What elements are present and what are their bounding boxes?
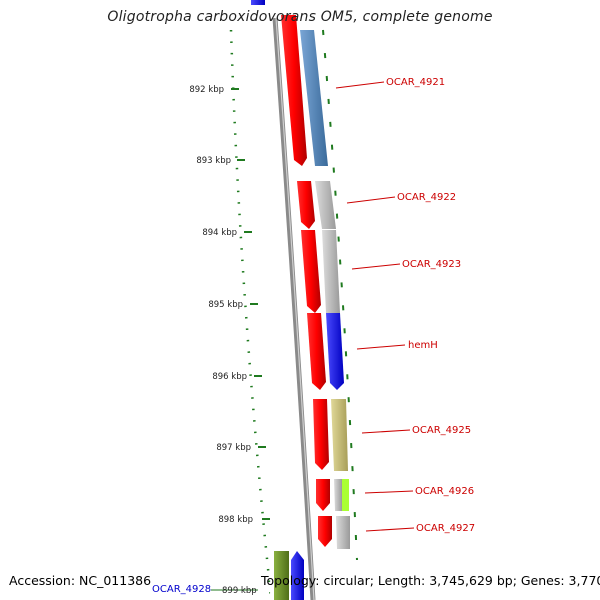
ruler-label: 892 kbp bbox=[189, 85, 224, 95]
ruler-label: 896 kbp bbox=[212, 372, 247, 382]
cds-arrow-4925 bbox=[313, 399, 329, 470]
ruler-label: 895 kbp bbox=[208, 300, 243, 310]
leader-line bbox=[346, 196, 396, 204]
gene-label-OCAR_4928[interactable]: OCAR_4928 bbox=[152, 584, 211, 595]
accession-text: Accession: NC_011386 bbox=[9, 573, 152, 588]
cog-arrow-4922 bbox=[315, 181, 336, 229]
gene-label-OCAR_4922[interactable]: OCAR_4922 bbox=[397, 192, 456, 203]
gene-label-hemH[interactable]: hemH bbox=[408, 340, 438, 351]
leader-lines bbox=[335, 81, 415, 532]
gene-label-OCAR_4925[interactable]: OCAR_4925 bbox=[412, 425, 471, 436]
cds-arrow-4921 bbox=[281, 15, 307, 166]
cog-arrow-hemH bbox=[326, 313, 344, 390]
cds-arrow-hemH bbox=[307, 313, 326, 390]
gene-label-OCAR_4921[interactable]: OCAR_4921 bbox=[386, 77, 445, 88]
ruler-label: 893 kbp bbox=[196, 156, 231, 166]
ruler-label: 899 kbp bbox=[222, 586, 257, 596]
gene-label-OCAR_4927[interactable]: OCAR_4927 bbox=[416, 523, 475, 534]
cog-arrow-4926b bbox=[342, 479, 349, 511]
gene-labels: OCAR_4921 OCAR_4922 OCAR_4923 hemH OCAR_… bbox=[152, 77, 475, 596]
cds-arrow-4922 bbox=[297, 181, 315, 229]
leader-line bbox=[361, 429, 411, 434]
cog-arrow-4921 bbox=[300, 30, 328, 166]
ruler-label: 898 kbp bbox=[218, 515, 253, 525]
backbone-arc-highlight bbox=[275, 17, 315, 600]
ruler-dots bbox=[229, 29, 273, 599]
gene-arrow-blue bbox=[291, 551, 304, 600]
gene-label-OCAR_4926[interactable]: OCAR_4926 bbox=[415, 486, 474, 497]
cog-arrow-4927 bbox=[336, 516, 350, 549]
cds-track bbox=[281, 15, 332, 547]
leader-line bbox=[335, 81, 385, 89]
cds-arrow-4926 bbox=[316, 479, 330, 511]
backbone-arc bbox=[272, 17, 316, 600]
cog-arrow-4926a bbox=[334, 479, 342, 511]
ruler-label: 897 kbp bbox=[216, 443, 251, 453]
bottom-genes bbox=[274, 551, 304, 600]
ruler: 892 kbp 893 kbp 894 kbp 895 kbp 896 kbp … bbox=[189, 85, 270, 591]
cds-arrow-4927 bbox=[318, 516, 332, 547]
leader-line bbox=[351, 263, 401, 270]
genome-title: Oligotropha carboxidovorans OM5, complet… bbox=[107, 9, 493, 25]
gene-fragment-top bbox=[251, 0, 265, 5]
topology-text: Topology: circular; Length: 3,745,629 bp… bbox=[261, 573, 600, 588]
cds-arrow-4923 bbox=[301, 230, 321, 313]
leader-line bbox=[356, 344, 406, 350]
gene-label-OCAR_4923[interactable]: OCAR_4923 bbox=[402, 259, 461, 270]
cog-track bbox=[300, 30, 350, 549]
gene-arrow-olive bbox=[274, 551, 289, 600]
leader-line bbox=[365, 527, 415, 532]
leader-line bbox=[364, 490, 414, 494]
cog-arrow-4925 bbox=[331, 399, 348, 471]
ruler-track bbox=[229, 29, 273, 599]
ruler-label: 894 kbp bbox=[202, 228, 237, 238]
cog-arrow-4923 bbox=[322, 230, 340, 313]
